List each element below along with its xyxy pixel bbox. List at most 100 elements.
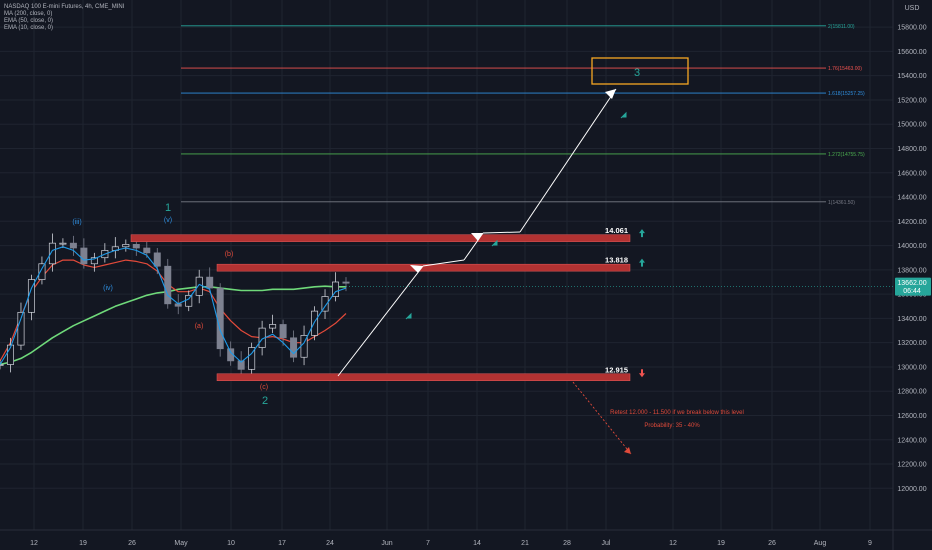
candle-body xyxy=(237,360,245,370)
wave-v-label: (v) xyxy=(164,217,172,224)
fib-level-label: 1.272(14755.75) xyxy=(828,152,865,158)
candle-body xyxy=(48,242,56,265)
projection-arrowhead xyxy=(410,265,423,273)
y-tick-label: 14400.00 xyxy=(897,195,926,202)
y-tick-label: 12400.00 xyxy=(897,437,926,444)
resistance-band[interactable] xyxy=(216,263,631,272)
y-tick-label: 15600.00 xyxy=(897,49,926,56)
candle-body xyxy=(59,242,67,245)
candle-body xyxy=(195,276,203,296)
currency-label: USD xyxy=(905,5,920,12)
up-hint-icon xyxy=(405,312,412,320)
note-line-2: Probability: 35 - 40% xyxy=(644,423,700,429)
y-tick-label: 13200.00 xyxy=(897,340,926,347)
wave-3-label: 3 xyxy=(634,67,640,79)
wave-iv-label: (iv) xyxy=(103,285,113,292)
wave-a-label: (a) xyxy=(195,323,204,330)
projection-arrowhead xyxy=(605,89,616,99)
candle-body xyxy=(122,244,130,248)
legend-ema50: EMA (50, close, 0) xyxy=(4,18,54,24)
y-tick-label: 13400.00 xyxy=(897,316,926,323)
x-tick-label: 26 xyxy=(128,540,136,547)
up-hint-icon xyxy=(620,111,627,119)
wave-1-label: 1 xyxy=(165,202,171,214)
y-tick-label: 13000.00 xyxy=(897,364,926,371)
fib-level-label: 1.618(15257.25) xyxy=(828,91,865,97)
x-tick-label: 12 xyxy=(30,540,38,547)
x-tick-label: Jun xyxy=(381,540,392,547)
candle-body xyxy=(332,281,340,297)
fib-level-label: 1(14361.50) xyxy=(828,200,855,206)
x-tick-label: 7 xyxy=(426,540,430,547)
fib-level-label: 1.76(15463.00) xyxy=(828,66,862,72)
price-axis-panel xyxy=(893,0,932,550)
x-tick-label: 17 xyxy=(278,540,286,547)
candle-body xyxy=(279,324,287,339)
y-tick-label: 15000.00 xyxy=(897,122,926,129)
projection-path xyxy=(422,259,465,267)
candle-body xyxy=(269,324,277,329)
legend-ema10: EMA (10, close, 0) xyxy=(4,25,54,31)
projection-arrowhead xyxy=(471,233,483,241)
candle-body xyxy=(69,242,77,249)
y-tick-label: 14800.00 xyxy=(897,146,926,153)
x-tick-label: 26 xyxy=(768,540,776,547)
x-tick-label: 19 xyxy=(79,540,87,547)
level-label: 12.915 xyxy=(605,365,628,374)
target-box[interactable] xyxy=(591,57,689,85)
x-tick-label: 21 xyxy=(521,540,529,547)
ema10-line xyxy=(0,246,347,365)
candle-body xyxy=(38,263,46,280)
x-tick-label: 9 xyxy=(868,540,872,547)
x-tick-label: 28 xyxy=(563,540,571,547)
legend-ma200: MA (200, close, 0) xyxy=(4,11,53,17)
support-band[interactable] xyxy=(216,373,631,382)
y-tick-label: 12000.00 xyxy=(897,486,926,493)
wave-2-label: 2 xyxy=(262,395,268,407)
x-tick-label: 12 xyxy=(669,540,677,547)
fib-level-label: 2(15811.00) xyxy=(828,24,855,30)
candle-body xyxy=(342,281,350,284)
resistance-band[interactable] xyxy=(130,234,631,242)
candle-body xyxy=(132,244,140,249)
y-tick-label: 14600.00 xyxy=(897,170,926,177)
candle-body xyxy=(216,287,224,350)
candle-body xyxy=(248,347,256,370)
wave-b-label: (b) xyxy=(225,251,234,258)
x-tick-label: 19 xyxy=(717,540,725,547)
wave-iii-label: (iii) xyxy=(72,219,81,226)
candle-body xyxy=(311,310,319,336)
arrow-up-icon xyxy=(639,229,645,238)
downside-dashed-path xyxy=(572,381,632,455)
x-tick-label: Jul xyxy=(602,540,611,547)
y-tick-label: 14200.00 xyxy=(897,219,926,226)
candle-body xyxy=(321,296,329,312)
last-price-tag xyxy=(895,277,931,296)
chart-legend: NASDAQ 100 E-mini Futures, 4h, CME_MINI … xyxy=(4,4,124,32)
level-label: 13.818 xyxy=(605,256,628,265)
x-tick-label: 14 xyxy=(473,540,481,547)
candle-body xyxy=(143,247,151,254)
level-label: 14.061 xyxy=(605,226,628,235)
x-tick-label: 24 xyxy=(326,540,334,547)
note-line-1: Retest 12.000 - 11.500 if we break below… xyxy=(610,410,744,416)
x-tick-label: May xyxy=(174,540,188,547)
candle-body xyxy=(164,265,172,305)
y-tick-label: 13800.00 xyxy=(897,267,926,274)
y-tick-label: 15200.00 xyxy=(897,97,926,104)
candle-body xyxy=(153,252,161,267)
y-tick-label: 12200.00 xyxy=(897,462,926,469)
candle-body xyxy=(6,344,14,365)
y-tick-label: 14000.00 xyxy=(897,243,926,250)
candle-body xyxy=(80,247,88,265)
ma200-line xyxy=(0,285,346,366)
bar-countdown: 06:44 xyxy=(903,288,921,295)
y-tick-label: 15800.00 xyxy=(897,25,926,32)
projection-path xyxy=(482,231,521,234)
x-tick-label: Aug xyxy=(814,540,827,547)
last-price-value: 13662.00 xyxy=(897,280,926,287)
candle-body xyxy=(206,276,214,289)
candle-body xyxy=(0,364,4,366)
